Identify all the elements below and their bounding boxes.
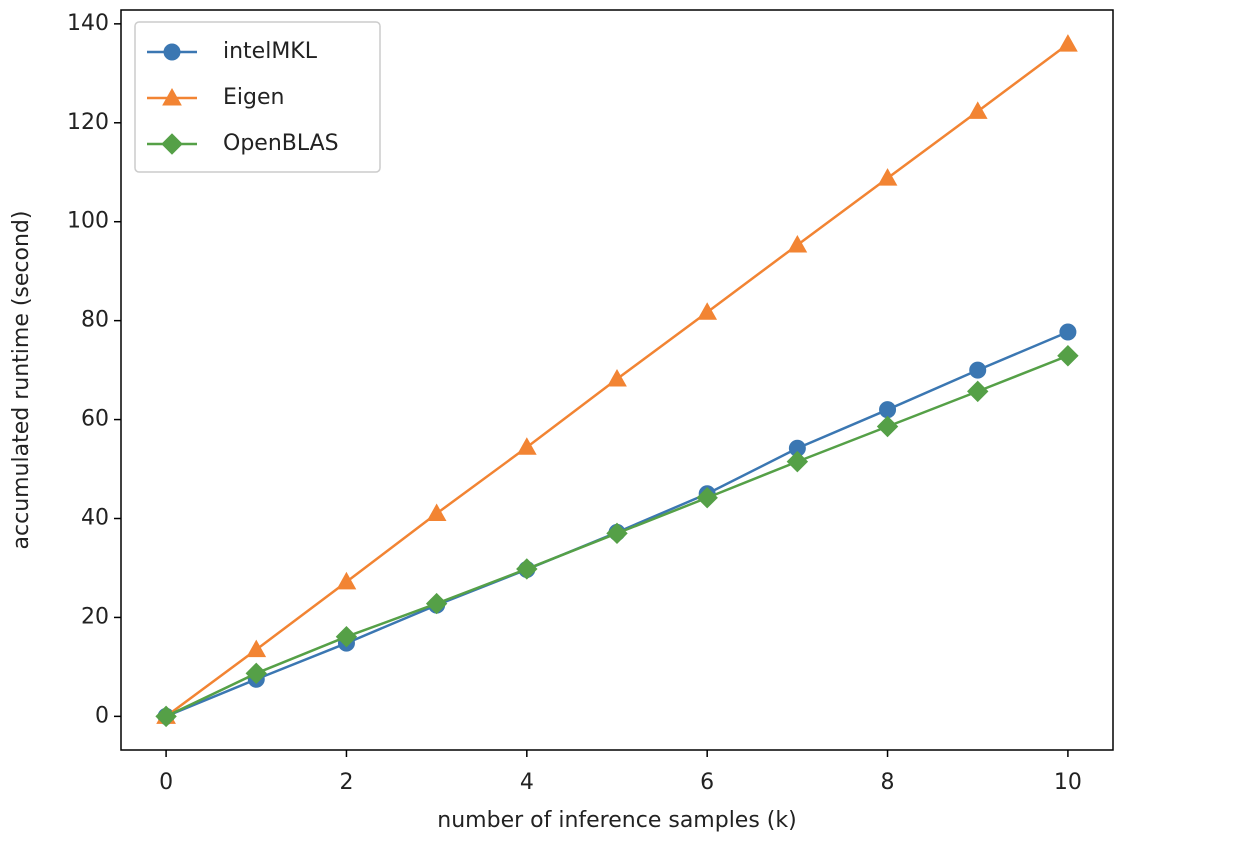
legend-label: Eigen [223,85,284,110]
marker [516,437,537,455]
marker [876,415,899,438]
y-tick-label: 80 [81,308,109,333]
marker [607,368,627,387]
marker [426,503,447,522]
x-tick-label: 10 [1054,770,1082,795]
marker [787,234,808,253]
y-tick-label: 100 [67,209,109,234]
marker [967,101,988,119]
marker [161,133,183,155]
marker [697,302,718,320]
marker [877,168,898,186]
marker [425,592,448,615]
marker [967,380,989,403]
marker [163,43,181,61]
marker [335,626,358,648]
x-tick-label: 4 [520,770,534,795]
x-tick-label: 0 [159,770,173,795]
legend-label: OpenBLAS [223,131,339,156]
marker [696,487,718,509]
y-tick-label: 0 [95,703,109,728]
marker [1057,345,1079,367]
y-tick-label: 20 [81,604,109,629]
x-tick-label: 2 [339,770,353,795]
marker [336,571,357,590]
marker [786,450,809,473]
x-tick-label: 8 [881,770,895,795]
marker [245,662,267,685]
marker [162,87,182,106]
marker [516,558,538,580]
y-tick-label: 140 [67,11,109,36]
legend-label: intelMKL [223,39,318,64]
y-tick-label: 40 [81,506,109,531]
marker [606,522,628,545]
marker [246,639,267,658]
marker [879,401,897,419]
legend-box [134,21,381,173]
x-axis-label: number of inference samples (k) [437,808,796,833]
y-tick-label: 60 [81,407,109,432]
marker [1058,34,1078,52]
marker [969,361,987,379]
plot-frame [120,9,1114,751]
y-tick-label: 120 [67,110,109,135]
marker [1059,323,1077,341]
marker [155,705,177,728]
y-axis-label: accumulated runtime (second) [9,211,34,550]
x-tick-label: 6 [700,770,714,795]
